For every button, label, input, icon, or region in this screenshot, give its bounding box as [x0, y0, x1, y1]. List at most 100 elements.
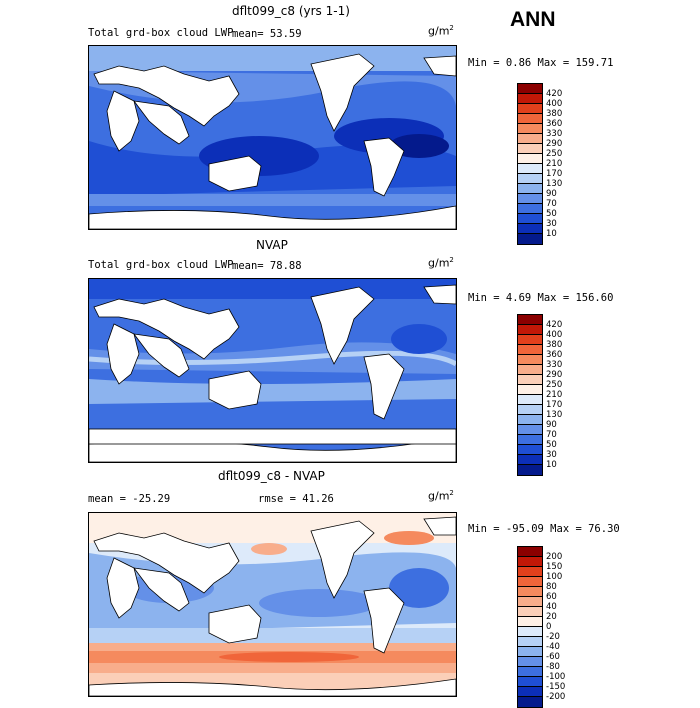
colorbar-tick-label: 210 [546, 159, 563, 169]
panel-1-title: dflt099_c8 (yrs 1-1) [232, 4, 350, 18]
colorbar-tick-label: 360 [546, 119, 563, 129]
colorbar-tick-label: 170 [546, 400, 563, 410]
colorbar-segment [518, 557, 542, 567]
colorbar-tick-label: 200 [546, 552, 563, 562]
panel-2-units: g/m2 [428, 256, 454, 270]
panel-3-map [88, 512, 457, 697]
colorbar-tick-label: 70 [546, 199, 557, 209]
colorbar-tick-label: 10 [546, 460, 557, 470]
colorbar-segment [518, 697, 542, 707]
colorbar-tick-label: 400 [546, 99, 563, 109]
colorbar-tick-label: 250 [546, 149, 563, 159]
colorbar-tick-label: 100 [546, 572, 563, 582]
colorbar-tick-label: 50 [546, 209, 557, 219]
colorbar-segment [518, 365, 542, 375]
colorbar-segment [518, 325, 542, 335]
panel-3-title: dflt099_c8 - NVAP [218, 469, 325, 483]
panel-1-variable: Total grd-box cloud LWP [88, 27, 234, 39]
panel-3-colorbar [517, 546, 543, 708]
colorbar-tick-label: 380 [546, 109, 563, 119]
panel-2-variable: Total grd-box cloud LWP [88, 259, 234, 271]
colorbar-segment [518, 144, 542, 154]
colorbar-segment [518, 647, 542, 657]
colorbar-tick-label: 400 [546, 330, 563, 340]
panel-2-colorbar [517, 314, 543, 476]
colorbar-tick-label: 60 [546, 592, 557, 602]
colorbar-segment [518, 184, 542, 194]
colorbar-segment [518, 114, 542, 124]
colorbar-tick-label: 380 [546, 340, 563, 350]
colorbar-tick-label: 30 [546, 219, 557, 229]
colorbar-tick-label: -60 [546, 652, 560, 662]
colorbar-tick-label: 70 [546, 430, 557, 440]
panel-1-mean: mean= 53.59 [232, 28, 302, 40]
colorbar-tick-label: -20 [546, 632, 560, 642]
colorbar-segment [518, 154, 542, 164]
colorbar-segment [518, 174, 542, 184]
colorbar-tick-label: 0 [546, 622, 552, 632]
panel-1-colorbar [517, 83, 543, 245]
colorbar-segment [518, 104, 542, 114]
colorbar-tick-label: 130 [546, 179, 563, 189]
colorbar-segment [518, 345, 542, 355]
colorbar-segment [518, 234, 542, 244]
colorbar-segment [518, 315, 542, 325]
colorbar-tick-label: 10 [546, 229, 557, 239]
colorbar-tick-label: 30 [546, 450, 557, 460]
colorbar-segment [518, 627, 542, 637]
colorbar-tick-label: 250 [546, 380, 563, 390]
colorbar-segment [518, 435, 542, 445]
colorbar-segment [518, 224, 542, 234]
panel-2-minmax: Min = 4.69 Max = 156.60 [468, 292, 614, 304]
panel-1-map [88, 45, 457, 230]
colorbar-tick-label: 360 [546, 350, 563, 360]
colorbar-tick-label: -40 [546, 642, 560, 652]
colorbar-tick-label: -100 [546, 672, 566, 682]
colorbar-segment [518, 567, 542, 577]
colorbar-segment [518, 164, 542, 174]
colorbar-segment [518, 657, 542, 667]
panel-2-map [88, 278, 457, 463]
colorbar-tick-label: -150 [546, 682, 566, 692]
colorbar-segment [518, 637, 542, 647]
colorbar-tick-label: 90 [546, 420, 557, 430]
panel-3-mean: mean = -25.29 [88, 493, 171, 505]
panel-2-mean: mean= 78.88 [232, 260, 302, 272]
colorbar-segment [518, 597, 542, 607]
colorbar-tick-label: 80 [546, 582, 557, 592]
colorbar-tick-label: 20 [546, 612, 557, 622]
colorbar-tick-label: 330 [546, 360, 563, 370]
panel-3-rmse: rmse = 41.26 [258, 493, 334, 505]
colorbar-segment [518, 415, 542, 425]
colorbar-tick-label: 420 [546, 89, 563, 99]
colorbar-segment [518, 445, 542, 455]
colorbar-tick-label: 210 [546, 390, 563, 400]
colorbar-segment [518, 204, 542, 214]
colorbar-tick-label: 330 [546, 129, 563, 139]
colorbar-segment [518, 134, 542, 144]
colorbar-segment [518, 84, 542, 94]
colorbar-segment [518, 677, 542, 687]
colorbar-tick-label: 290 [546, 139, 563, 149]
colorbar-tick-label: 130 [546, 410, 563, 420]
colorbar-tick-label: -200 [546, 692, 566, 702]
colorbar-segment [518, 607, 542, 617]
colorbar-segment [518, 465, 542, 475]
colorbar-segment [518, 547, 542, 557]
panel-3-minmax: Min = -95.09 Max = 76.30 [468, 523, 620, 535]
colorbar-segment [518, 587, 542, 597]
panel-2-title: NVAP [256, 238, 288, 252]
colorbar-segment [518, 335, 542, 345]
colorbar-tick-label: -80 [546, 662, 560, 672]
colorbar-segment [518, 455, 542, 465]
colorbar-segment [518, 577, 542, 587]
colorbar-segment [518, 405, 542, 415]
colorbar-segment [518, 425, 542, 435]
colorbar-segment [518, 385, 542, 395]
colorbar-segment [518, 667, 542, 677]
colorbar-segment [518, 194, 542, 204]
panel-1-minmax: Min = 0.86 Max = 159.71 [468, 57, 614, 69]
panel-3-units: g/m2 [428, 489, 454, 503]
colorbar-tick-label: 150 [546, 562, 563, 572]
colorbar-segment [518, 214, 542, 224]
